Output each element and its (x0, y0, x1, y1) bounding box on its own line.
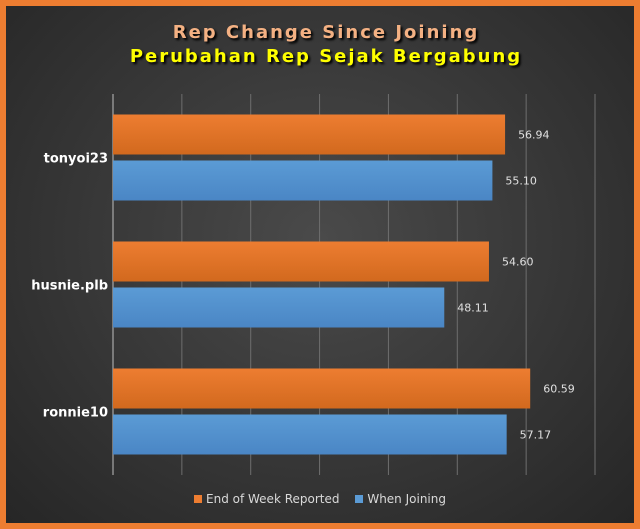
legend-item-when-joining: When Joining (355, 492, 446, 506)
data-label: 55.10 (505, 175, 536, 188)
legend-swatch-when-joining (355, 495, 364, 503)
data-label: 54.60 (502, 256, 533, 269)
bar (113, 368, 531, 409)
legend-swatch-end-of-week (194, 495, 203, 503)
category-label: husnie.plb (31, 279, 108, 294)
chart-title: Rep Change Since Joining (172, 22, 480, 43)
bar (113, 114, 506, 155)
bar (113, 160, 493, 201)
bar (113, 241, 489, 282)
legend-label-when-joining: When Joining (367, 492, 446, 506)
bar (113, 287, 445, 328)
data-label: 57.17 (520, 429, 552, 442)
data-label: 48.11 (457, 302, 489, 315)
legend-item-end-of-week: End of Week Reported (194, 492, 340, 506)
category-label: tonyoi23 (44, 152, 108, 167)
chart-subtitle: Perubahan Rep Sejak Bergabung (129, 46, 523, 67)
chart-legend: End of Week Reported When Joining (0, 492, 640, 506)
legend-label-end-of-week: End of Week Reported (206, 492, 340, 506)
data-label: 60.59 (543, 383, 575, 396)
data-label: 56.94 (518, 129, 550, 142)
bar (113, 414, 507, 455)
category-label: ronnie10 (43, 406, 108, 421)
